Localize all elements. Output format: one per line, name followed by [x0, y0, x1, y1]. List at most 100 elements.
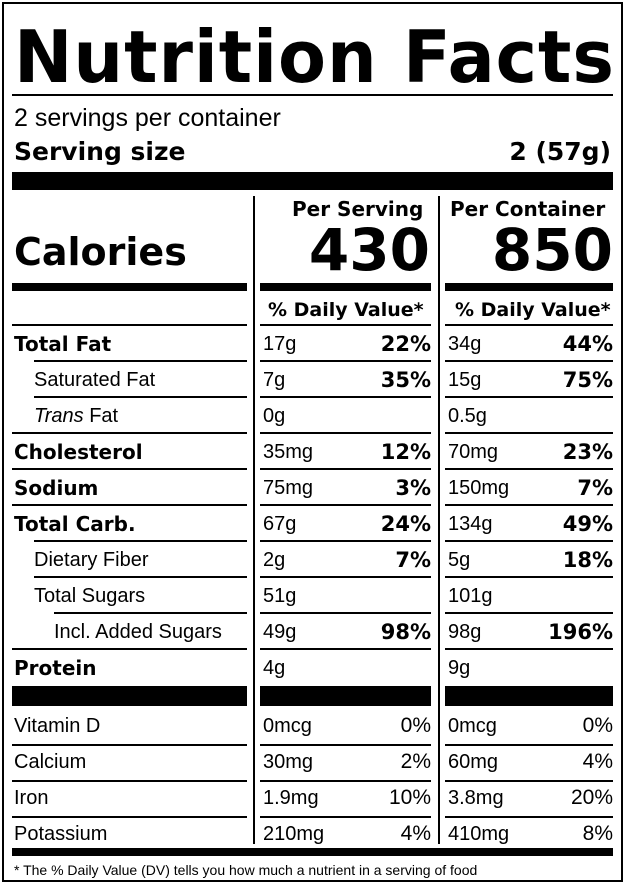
container-amount: 134g	[448, 513, 493, 535]
row-rule	[12, 744, 247, 746]
container-dv: 196%	[548, 620, 613, 644]
title-rule	[12, 94, 613, 96]
nutrient-name: Protein	[14, 656, 97, 680]
vitamin-separator	[445, 686, 613, 706]
nutrient-name: Total Sugars	[34, 585, 146, 607]
row-rule	[445, 468, 613, 470]
vitamin-name: Vitamin D	[14, 715, 101, 737]
row-rule	[260, 360, 431, 362]
row-rule	[445, 612, 613, 614]
serving-amount: 49g	[263, 621, 297, 643]
container-dv: 20%	[570, 786, 613, 809]
serving-amount: 67g	[263, 513, 297, 535]
serving-amount: 51g	[263, 585, 297, 607]
row-rule	[260, 468, 431, 470]
container-amount: 34g	[448, 333, 482, 355]
nutrient-name: Sodium	[14, 476, 99, 500]
row-rule	[34, 540, 247, 542]
container-amount: 60mg	[448, 751, 499, 773]
serving-amount: 7g	[263, 369, 286, 391]
dv-header-serving: % Daily Value*	[268, 299, 424, 321]
row-rule	[12, 432, 247, 434]
container-dv: 7%	[577, 476, 613, 500]
serving-dv: 24%	[380, 512, 431, 536]
vitamin-name: Potassium	[14, 823, 108, 845]
column-divider-right	[438, 196, 440, 844]
row-rule	[12, 468, 247, 470]
row-rule	[34, 576, 247, 578]
container-amount: 410mg	[448, 823, 510, 845]
thick-rule-top	[12, 172, 613, 190]
serving-amount: 1.9mg	[263, 787, 319, 809]
calories-rule-left	[12, 283, 247, 291]
vitamin-name: Iron	[14, 787, 49, 809]
row-rule	[445, 780, 613, 782]
container-amount: 150mg	[448, 477, 510, 499]
calories-per-serving: 430	[308, 216, 430, 284]
container-dv: 49%	[562, 512, 613, 536]
row-rule	[445, 396, 613, 398]
per-serving-header: Per Serving	[292, 197, 424, 221]
row-rule	[54, 612, 247, 614]
row-rule	[260, 504, 431, 506]
serving-amount: 30mg	[263, 751, 314, 773]
serving-dv: 10%	[388, 786, 431, 809]
container-amount: 98g	[448, 621, 482, 643]
serving-dv: 22%	[380, 332, 431, 356]
container-amount: 15g	[448, 369, 482, 391]
nutrient-name: Trans Fat	[34, 404, 118, 428]
serving-amount: 35mg	[263, 441, 314, 463]
nutrient-name-italic: Trans	[34, 405, 84, 427]
serving-size-value: 2 (57g)	[509, 137, 611, 166]
row-rule	[12, 816, 247, 818]
nutrition-label: Nutrition Facts 2 servings per container…	[2, 2, 623, 882]
container-dv: 8%	[582, 822, 613, 845]
serving-amount: 210mg	[263, 823, 325, 845]
row-rule	[34, 360, 247, 362]
nutrient-name: Cholesterol	[14, 440, 143, 464]
row-rule	[12, 324, 247, 326]
calories-label: Calories	[14, 230, 187, 274]
row-rule	[260, 540, 431, 542]
nutrient-name: Dietary Fiber	[34, 549, 149, 571]
label-title: Nutrition Facts	[14, 15, 615, 99]
serving-dv: 35%	[380, 368, 431, 392]
serving-amount: 75mg	[263, 477, 314, 499]
nutrient-name: Saturated Fat	[34, 369, 156, 391]
serving-size-label: Serving size	[14, 137, 186, 166]
container-dv: 75%	[562, 368, 613, 392]
row-rule	[12, 504, 247, 506]
nutrient-name: Incl. Added Sugars	[54, 621, 222, 643]
serving-amount: 17g	[263, 333, 297, 355]
container-amount: 0mcg	[448, 715, 497, 737]
vitamin-separator	[260, 686, 431, 706]
row-rule	[260, 816, 431, 818]
row-rule	[260, 324, 431, 326]
calories-per-container: 850	[491, 216, 613, 284]
row-rule	[260, 744, 431, 746]
row-rule	[445, 360, 613, 362]
row-rule	[260, 648, 431, 650]
vitamin-separator	[12, 686, 247, 706]
nutrient-name: Total Fat	[14, 332, 112, 356]
serving-amount: 0g	[263, 405, 286, 427]
row-rule	[260, 432, 431, 434]
container-amount: 9g	[448, 657, 471, 679]
column-divider-left	[253, 196, 255, 844]
row-rule	[445, 744, 613, 746]
row-rule	[260, 780, 431, 782]
serving-dv: 0%	[400, 714, 431, 737]
row-rule	[445, 576, 613, 578]
container-dv: 23%	[562, 440, 613, 464]
serving-amount: 0mcg	[263, 715, 312, 737]
serving-dv: 4%	[400, 822, 431, 845]
container-dv: 0%	[582, 714, 613, 737]
serving-amount: 4g	[263, 657, 286, 679]
serving-dv: 7%	[395, 548, 431, 572]
row-rule	[445, 432, 613, 434]
container-dv: 44%	[562, 332, 613, 356]
row-rule	[12, 648, 247, 650]
per-container-header: Per Container	[450, 197, 606, 221]
container-dv: 4%	[582, 750, 613, 773]
serving-dv: 12%	[380, 440, 431, 464]
